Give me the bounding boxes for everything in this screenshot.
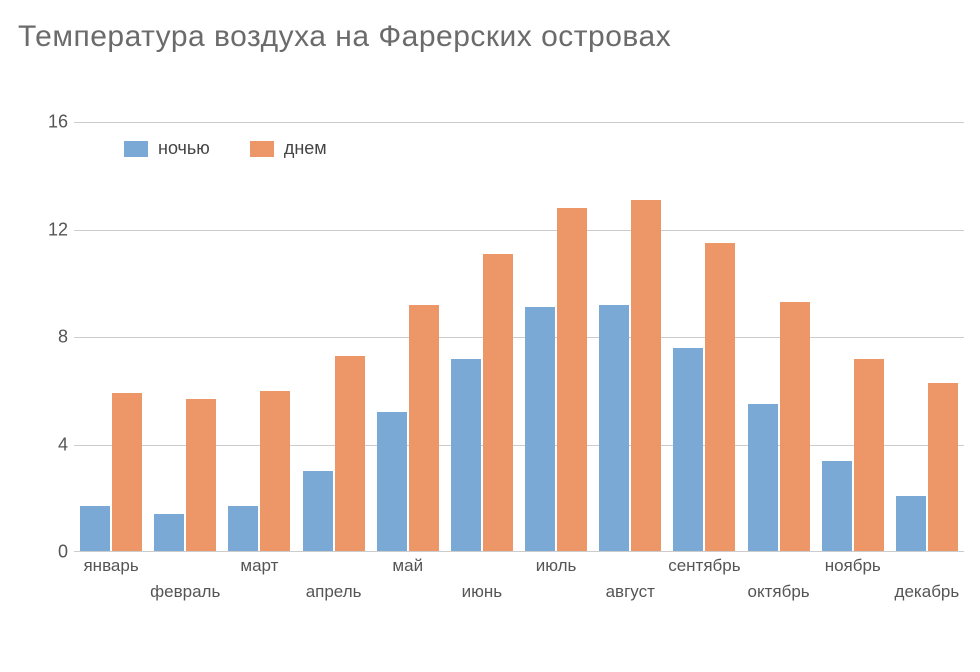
y-tick-label: 12	[28, 219, 68, 240]
bar-group	[593, 122, 667, 552]
x-tick-label: июнь	[462, 582, 503, 602]
bar-day	[483, 254, 513, 552]
bar-night	[525, 307, 555, 552]
bar-group	[890, 122, 964, 552]
chart-area: ночью днем 0481216 январьфевральмартапре…	[16, 62, 974, 636]
bar-day	[112, 393, 142, 552]
x-tick-label: сентябрь	[668, 556, 740, 576]
bar-group	[519, 122, 593, 552]
x-tick-label: апрель	[306, 582, 362, 602]
y-tick-label: 0	[28, 542, 68, 563]
bar-group	[667, 122, 741, 552]
bars-group	[74, 122, 964, 552]
bar-night	[822, 461, 852, 552]
bar-night	[451, 359, 481, 553]
bar-night	[154, 514, 184, 552]
bar-night	[599, 305, 629, 552]
bar-group	[371, 122, 445, 552]
x-tick-label: январь	[83, 556, 138, 576]
bar-group	[742, 122, 816, 552]
plot-area	[74, 122, 964, 552]
x-tick-label: май	[392, 556, 423, 576]
x-tick-label: июль	[536, 556, 577, 576]
bar-day	[780, 302, 810, 552]
bar-group	[74, 122, 148, 552]
bar-day	[854, 359, 884, 553]
bar-group	[445, 122, 519, 552]
bar-group	[816, 122, 890, 552]
chart-container: Температура воздуха на Фарерских острова…	[0, 0, 980, 672]
bar-day	[260, 391, 290, 552]
x-tick-label: октябрь	[748, 582, 810, 602]
bar-day	[335, 356, 365, 552]
bar-night	[228, 506, 258, 552]
bar-day	[557, 208, 587, 552]
bar-day	[186, 399, 216, 552]
bar-day	[705, 243, 735, 552]
bar-night	[80, 506, 110, 552]
bar-group	[297, 122, 371, 552]
y-tick-label: 8	[28, 327, 68, 348]
x-axis-line	[74, 551, 964, 552]
bar-group	[222, 122, 296, 552]
bar-day	[409, 305, 439, 552]
y-tick-label: 4	[28, 434, 68, 455]
bar-night	[377, 412, 407, 552]
x-tick-label: март	[240, 556, 278, 576]
bar-day	[928, 383, 958, 552]
x-tick-label: декабрь	[895, 582, 960, 602]
x-tick-label: февраль	[150, 582, 220, 602]
y-tick-label: 16	[28, 112, 68, 133]
x-tick-label: август	[606, 582, 655, 602]
bar-group	[148, 122, 222, 552]
bar-night	[748, 404, 778, 552]
x-tick-label: ноябрь	[825, 556, 881, 576]
bar-day	[631, 200, 661, 552]
chart-title: Температура воздуха на Фарерских острова…	[18, 20, 974, 54]
bar-night	[303, 471, 333, 552]
bar-night	[673, 348, 703, 552]
bar-night	[896, 496, 926, 552]
